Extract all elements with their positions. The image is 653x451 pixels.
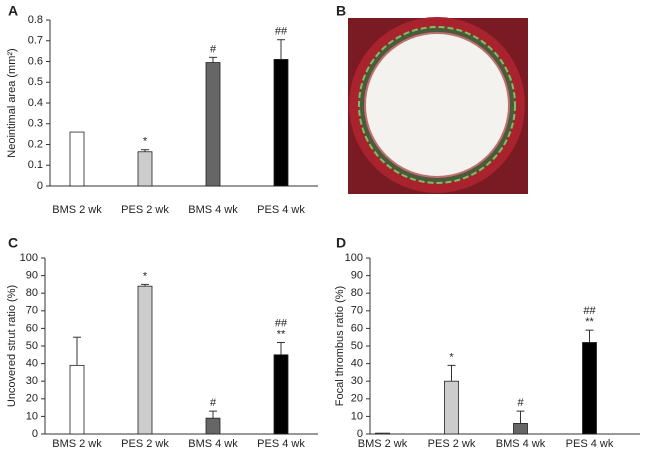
y-tick-label: 40 [26,358,38,370]
x-tick-label: PES 2 wk [121,204,169,216]
bar [273,354,289,435]
y-tick-label: 80 [351,287,363,299]
panel-label: C [8,235,18,251]
error-bar [209,410,217,419]
error-bar [277,341,285,355]
y-tick-label: 30 [351,375,363,387]
bar [444,380,459,435]
significance-marker: # [517,397,524,409]
y-tick-label: 0 [357,428,363,440]
x-tick-label: BMS 2 wk [52,204,102,216]
significance-marker: ** [277,328,286,340]
x-tick-label: PES 4 wk [566,438,614,450]
bar [137,151,153,187]
x-tick-label: BMS 4 wk [496,438,546,450]
y-tick-label: 0.1 [28,159,43,171]
y-tick-label: 10 [351,410,363,422]
y-tick-label: 0.6 [28,55,43,67]
bar [137,285,153,435]
y-tick-label: 50 [26,340,38,352]
error-bar [277,39,285,60]
y-tick-label: 70 [351,305,363,317]
significance-marker: * [143,136,148,148]
y-tick-label: 60 [351,322,363,334]
x-tick-label: PES 2 wk [428,438,476,450]
bar [205,62,221,187]
significance-marker: # [210,397,217,409]
bar [69,131,85,187]
y-axis-label: Uncovered strut ratio (%) [6,285,18,407]
y-tick-label: 0 [32,428,38,440]
lumen [364,32,510,178]
y-tick-label: 100 [20,252,38,264]
y-tick-label: 90 [26,270,38,282]
x-tick-label: BMS 4 wk [188,438,238,450]
y-axis-label: Focal thrombus ratio (%) [334,286,346,406]
bar [375,432,390,435]
significance-marker: * [143,270,148,282]
x-tick-label: BMS 2 wk [358,438,408,450]
y-tick-label: 0.7 [28,35,43,47]
y-tick-label: 70 [26,305,38,317]
error-bar [516,410,525,424]
y-tick-label: 30 [26,375,38,387]
y-tick-label: 60 [26,322,38,334]
bar [582,342,597,435]
significance-marker: # [210,43,217,55]
bar [69,364,85,435]
y-tick-label: 50 [351,340,363,352]
y-tick-label: 0 [37,180,43,192]
x-tick-label: PES 4 wk [257,204,305,216]
micrograph [348,17,528,194]
y-tick-label: 100 [345,252,363,264]
bar [513,423,528,435]
y-tick-label: 10 [26,410,38,422]
x-tick-label: PES 2 wk [121,438,169,450]
y-axis-label: Neointimal area (mm²) [6,48,18,157]
x-tick-label: PES 4 wk [257,438,305,450]
bar [273,59,289,187]
y-tick-label: 0.8 [28,14,43,26]
significance-marker: * [449,351,454,363]
error-bar [585,329,594,343]
y-tick-label: 0.4 [28,97,43,109]
y-tick-label: 0.2 [28,138,43,150]
error-bar [447,364,456,382]
y-tick-label: 20 [351,393,363,405]
y-tick-label: 0.3 [28,118,43,130]
significance-marker: ** [585,316,594,328]
x-tick-label: BMS 4 wk [188,204,238,216]
significance-marker: ## [275,317,288,329]
significance-marker: ## [275,26,288,38]
significance-marker: ## [583,305,596,317]
panel-label: B [336,3,346,19]
bar [205,417,221,435]
panel-label: D [336,235,346,251]
y-tick-label: 0.5 [28,76,43,88]
y-tick-label: 90 [351,270,363,282]
error-bar [209,56,217,63]
panel-label: A [8,3,18,19]
y-tick-label: 20 [26,393,38,405]
y-tick-label: 80 [26,287,38,299]
y-tick-label: 40 [351,358,363,370]
x-tick-label: BMS 2 wk [52,438,102,450]
error-bar [73,336,81,366]
